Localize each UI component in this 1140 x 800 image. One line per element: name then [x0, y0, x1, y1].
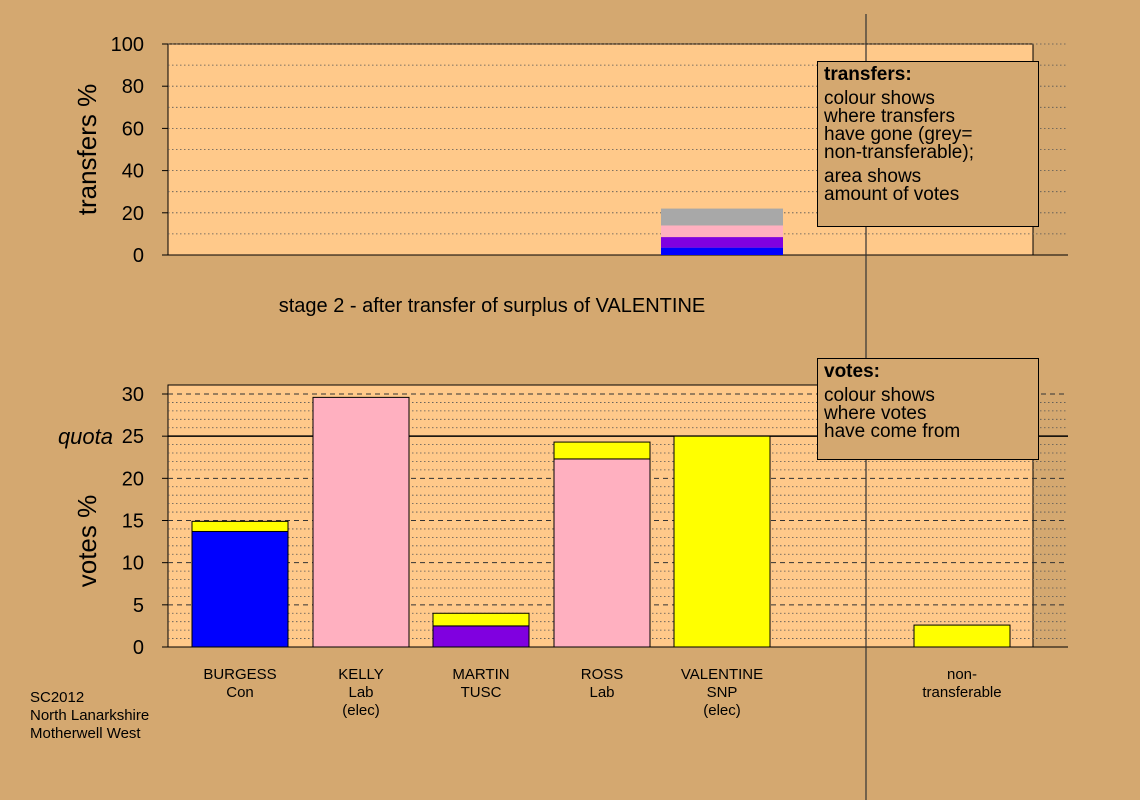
candidate-label: MARTIN: [452, 666, 509, 683]
candidate-label: Lab: [589, 684, 614, 701]
quota-label: quota: [58, 424, 113, 449]
votes-bar-segment-con: [191, 530, 289, 648]
votes-ytick-label: 25: [122, 426, 144, 448]
candidate-label: SNP: [707, 684, 738, 701]
transfers-legend-line: have gone (grey=: [824, 124, 973, 145]
credit-line: Motherwell West: [30, 725, 141, 742]
candidate-label: Con: [226, 684, 254, 701]
transfers-legend-paragraph: colour shows where transfers have gone (gr…: [824, 88, 1032, 163]
candidate-label: TUSC: [461, 684, 502, 701]
transfers-legend-line: colour shows: [824, 88, 935, 109]
transfers-bar-segment-lab: [661, 225, 783, 238]
votes-bar-segment-snp: [553, 441, 651, 460]
transfers-legend-line: amount of votes: [824, 184, 960, 205]
transfers-ytick-label: 100: [111, 34, 144, 56]
transfers-ytick-label: 80: [122, 76, 144, 98]
transfers-y-axis-label: transfers %: [72, 84, 102, 216]
transfers-legend-title: transfers:: [824, 64, 912, 85]
votes-legend-line: where votes: [824, 403, 927, 424]
transfers-legend-line: non-transferable);: [824, 142, 974, 163]
candidate-label: (elec): [342, 702, 380, 719]
votes-legend-line: colour shows: [824, 385, 935, 406]
transfers-ytick-label: 20: [122, 203, 144, 225]
candidate-label: ROSS: [581, 666, 624, 683]
votes-bar-segment-snp: [191, 520, 289, 532]
votes-bar-segment-lab: [312, 396, 410, 648]
votes-ytick-label: 0: [133, 637, 144, 659]
candidate-label: KELLY: [338, 666, 384, 683]
transfers-ytick-label: 40: [122, 161, 144, 183]
transfers-bar-segment-non-transferable: [661, 208, 783, 226]
candidate-label: (elec): [703, 702, 741, 719]
votes-bar-segment-snp: [913, 624, 1011, 648]
credit-block: SC2012 North Lanarkshire Motherwell West: [30, 689, 149, 743]
transfers-ytick-label: 0: [133, 245, 144, 267]
credit-line: North Lanarkshire: [30, 707, 150, 724]
votes-bar-segment-snp: [673, 435, 771, 648]
votes-ytick-label: 20: [122, 468, 144, 490]
transfers-bar-segment-tusc: [661, 237, 783, 248]
candidate-label: Lab: [348, 684, 373, 701]
votes-bar-segment-lab: [553, 458, 651, 648]
transfers-legend-line: where transfers: [824, 106, 955, 127]
candidate-label: transferable: [922, 684, 1001, 701]
votes-ytick-label: 5: [133, 595, 144, 617]
votes-bar-segment-tusc: [432, 625, 530, 648]
votes-bar-segment-snp: [432, 612, 530, 627]
votes-ytick-label: 15: [122, 511, 144, 533]
votes-legend: votes: colour shows where votes have come …: [817, 358, 1039, 460]
candidate-label: non-: [947, 666, 977, 683]
candidate-label: BURGESS: [203, 666, 276, 683]
votes-ytick-label: 10: [122, 553, 144, 575]
transfers-legend-line: area shows: [824, 166, 922, 187]
transfers-bar-segment-con: [661, 247, 783, 255]
votes-legend-paragraph: colour shows where votes have come from: [824, 385, 1032, 442]
votes-y-axis-label: votes %: [72, 495, 102, 588]
transfers-legend-paragraph: area shows amount of votes: [824, 166, 1032, 205]
candidate-label: VALENTINE: [681, 666, 763, 683]
votes-ytick-label: 30: [122, 384, 144, 406]
votes-legend-title: votes:: [824, 361, 880, 382]
transfers-legend: transfers: colour shows where transfers ha…: [817, 61, 1039, 227]
stage-caption: stage 2 - after transfer of surplus of V…: [279, 295, 705, 317]
transfers-ytick-label: 60: [122, 118, 144, 140]
votes-legend-line: have come from: [824, 421, 961, 442]
credit-line: SC2012: [30, 689, 85, 706]
